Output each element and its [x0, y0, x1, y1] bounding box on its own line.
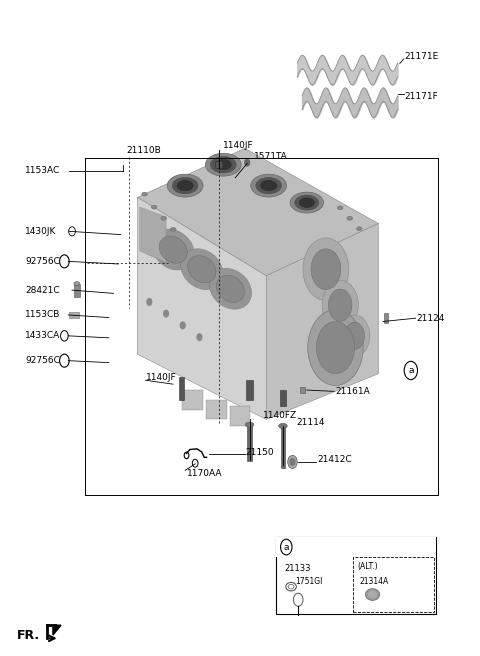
Circle shape [339, 315, 370, 357]
Bar [281, 426, 285, 468]
Bar [246, 380, 253, 400]
Circle shape [164, 310, 168, 317]
Polygon shape [137, 197, 266, 419]
Ellipse shape [337, 206, 343, 210]
Text: 21114: 21114 [296, 419, 325, 427]
Bar [229, 406, 251, 426]
Text: 1140JF: 1140JF [146, 373, 177, 382]
Ellipse shape [261, 180, 276, 191]
Ellipse shape [288, 584, 294, 589]
Circle shape [328, 289, 352, 321]
Text: 21124: 21124 [417, 314, 445, 323]
Ellipse shape [159, 236, 187, 263]
Text: 21171F: 21171F [405, 92, 438, 100]
Ellipse shape [365, 588, 380, 600]
Ellipse shape [151, 205, 157, 209]
Polygon shape [137, 148, 378, 276]
Ellipse shape [245, 422, 254, 427]
Ellipse shape [256, 177, 281, 194]
Circle shape [308, 310, 363, 386]
Bar [180, 377, 184, 400]
Text: 21150: 21150 [246, 447, 275, 457]
Circle shape [345, 322, 364, 350]
Ellipse shape [205, 154, 241, 176]
Ellipse shape [279, 423, 287, 428]
Bar [69, 312, 79, 318]
Ellipse shape [290, 192, 324, 213]
Text: 21110B: 21110B [126, 146, 161, 155]
Bar [182, 390, 203, 409]
Bar [247, 424, 252, 461]
Text: 92756C: 92756C [25, 356, 60, 365]
Circle shape [197, 334, 202, 340]
Bar [205, 400, 227, 419]
Ellipse shape [295, 195, 319, 210]
Circle shape [281, 539, 292, 555]
Bar [300, 387, 305, 394]
Bar [280, 390, 286, 406]
Text: 1153CB: 1153CB [25, 310, 60, 319]
Text: 21314A: 21314A [360, 577, 389, 586]
Text: 1571TA: 1571TA [254, 152, 288, 161]
Ellipse shape [167, 174, 203, 197]
Ellipse shape [161, 216, 167, 220]
Text: 1153AC: 1153AC [25, 166, 60, 175]
Circle shape [147, 298, 152, 305]
Text: 21161A: 21161A [336, 387, 370, 396]
Ellipse shape [300, 198, 314, 207]
Circle shape [316, 321, 355, 374]
Polygon shape [140, 207, 166, 262]
Circle shape [290, 459, 295, 465]
Text: 1140JF: 1140JF [223, 140, 254, 150]
Ellipse shape [251, 174, 287, 197]
Ellipse shape [209, 268, 252, 309]
Bar [276, 537, 436, 614]
Text: 1433CA: 1433CA [25, 331, 60, 340]
Polygon shape [53, 625, 61, 635]
Text: 28421C: 28421C [25, 285, 60, 295]
Ellipse shape [216, 276, 244, 302]
Ellipse shape [368, 590, 377, 598]
Text: FR.: FR. [17, 628, 40, 642]
Ellipse shape [215, 159, 231, 170]
Circle shape [245, 159, 250, 166]
Bar [276, 537, 436, 557]
Text: a: a [284, 543, 289, 552]
Ellipse shape [170, 228, 176, 232]
Ellipse shape [357, 227, 362, 231]
Text: (ALT.): (ALT.) [357, 562, 378, 571]
Polygon shape [266, 224, 378, 419]
Ellipse shape [152, 229, 194, 270]
Circle shape [404, 361, 418, 380]
Ellipse shape [188, 256, 216, 283]
Circle shape [288, 455, 297, 468]
Ellipse shape [210, 157, 236, 173]
Ellipse shape [142, 192, 147, 196]
Text: 1430JK: 1430JK [25, 227, 57, 236]
Text: 21412C: 21412C [318, 455, 352, 464]
Bar [74, 283, 80, 297]
Text: 92756C: 92756C [25, 257, 60, 266]
Text: 1140FZ: 1140FZ [263, 411, 297, 420]
Text: 1751GI: 1751GI [295, 577, 322, 586]
Bar [352, 557, 434, 612]
Text: 1170AA: 1170AA [187, 469, 222, 478]
Circle shape [180, 322, 185, 329]
Circle shape [303, 238, 349, 300]
Ellipse shape [177, 180, 193, 191]
Ellipse shape [74, 281, 80, 285]
Bar [384, 313, 388, 323]
Bar [215, 161, 222, 168]
Circle shape [311, 249, 341, 289]
Circle shape [322, 280, 359, 330]
Ellipse shape [181, 249, 223, 289]
Text: 21171E: 21171E [405, 52, 439, 62]
Ellipse shape [172, 177, 198, 194]
Text: 21133: 21133 [284, 564, 311, 573]
Text: a: a [408, 366, 414, 375]
Ellipse shape [347, 216, 353, 220]
